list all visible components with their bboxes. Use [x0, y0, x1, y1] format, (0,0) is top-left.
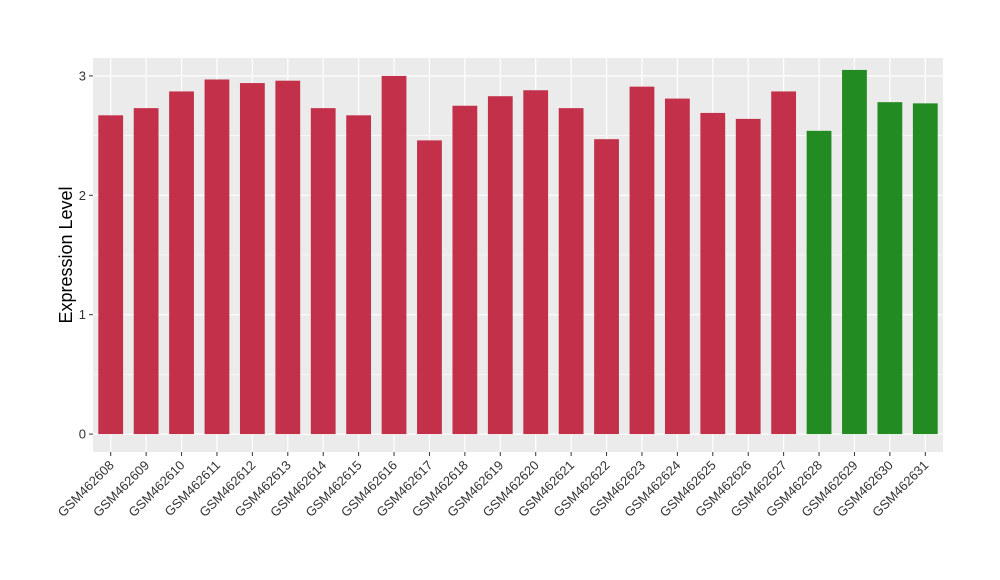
- y-axis: 0 1 2 3: [79, 68, 93, 442]
- bar-GSM462621: [558, 108, 584, 435]
- bar-GSM462631: [912, 103, 938, 435]
- bar-GSM462619: [487, 96, 513, 435]
- bar-GSM462620: [523, 90, 549, 435]
- bar-GSM462610: [169, 91, 194, 435]
- bar-GSM462626: [735, 118, 761, 435]
- bar-GSM462623: [629, 86, 655, 435]
- x-axis: GSM462608GSM462609GSM462610GSM462611GSM4…: [55, 452, 931, 520]
- bar-GSM462616: [381, 75, 407, 435]
- grid-minor: [93, 135, 943, 375]
- bars: [98, 69, 938, 435]
- bar-GSM462628: [806, 130, 832, 435]
- bar-GSM462617: [417, 140, 442, 435]
- bar-GSM462630: [877, 102, 903, 435]
- y-tick-label: 2: [79, 188, 86, 203]
- y-tick-label: 0: [79, 427, 86, 442]
- bar-GSM462612: [239, 83, 265, 435]
- bar-GSM462608: [98, 115, 124, 435]
- bar-GSM462611: [204, 79, 230, 435]
- bar-GSM462622: [594, 139, 619, 435]
- y-axis-title: Expression Level: [56, 186, 76, 323]
- bar-GSM462613: [275, 80, 301, 435]
- bar-GSM462615: [346, 115, 372, 435]
- bar-GSM462609: [133, 108, 159, 435]
- bar-GSM462618: [452, 105, 478, 435]
- bar-GSM462625: [700, 112, 726, 435]
- bar-GSM462614: [310, 108, 336, 435]
- bar-GSM462624: [664, 98, 690, 435]
- y-tick-label: 1: [79, 307, 86, 322]
- y-tick-label: 3: [79, 68, 86, 83]
- bar-GSM462629: [842, 69, 867, 435]
- bar-GSM462627: [771, 91, 797, 435]
